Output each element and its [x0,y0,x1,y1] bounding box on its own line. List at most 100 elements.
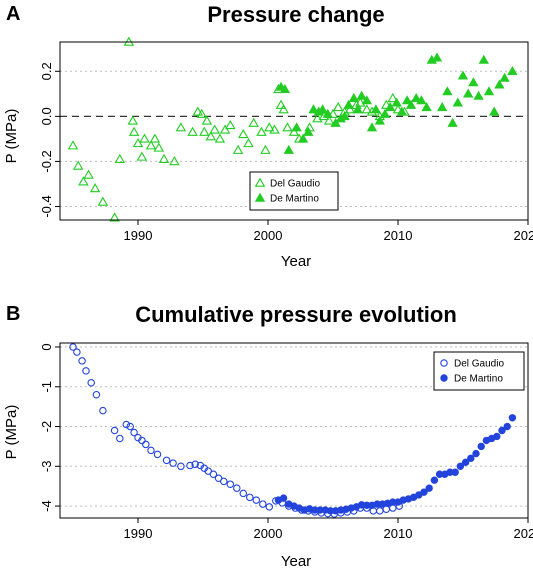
y-tick-label: -0.4 [39,195,54,217]
data-point-de-martino [370,104,382,114]
data-point-del-gaudio [116,434,124,443]
data-point-del-gaudio [138,436,146,445]
legend-label-de-martino: De Martino [270,194,319,205]
data-point-de-martino [483,86,495,96]
data-point-de-martino [468,77,479,87]
grid-a [60,70,528,207]
data-point-de-martino [451,468,459,476]
data-point-del-gaudio [209,470,218,478]
chart-title-b: Cumulative pressure evolution [135,302,457,327]
legend-label-de-martino: De Martino [454,374,503,385]
data-point-del-gaudio [389,504,397,512]
data-point-del-gaudio [162,456,171,465]
data-point-del-gaudio [114,153,126,163]
data-point-de-martino [291,122,302,132]
data-point-de-martino [366,122,378,132]
data-point-del-gaudio [233,484,241,492]
data-point-del-gaudio [92,390,101,399]
data-point-de-martino [507,65,518,76]
data-point-del-gaudio [282,122,293,132]
data-point-de-martino [339,111,350,121]
y-axis-b: 0 -1 -2 -3 -4 [39,343,60,512]
data-point-de-martino [456,462,465,470]
data-point-del-gaudio [214,474,223,482]
data-point-del-gaudio [199,126,210,136]
y-axis-a: -0.4 -0.2 0.0 0.2 [39,62,60,218]
data-point-de-martino [463,88,474,98]
data-point-del-gaudio [67,140,79,150]
data-point-del-gaudio [256,126,267,136]
x-axis-label-b: Year [281,553,311,570]
data-point-del-gaudio [288,126,300,136]
y-tick-label: -0.2 [39,150,54,172]
data-point-de-martino [498,426,506,435]
data-point-de-martino [478,54,489,64]
y-tick-label: -4 [39,500,54,512]
data-point-del-gaudio [147,446,155,455]
data-point-de-martino [330,117,341,127]
data-point-del-gaudio [275,99,287,109]
data-point-del-gaudio [327,108,339,118]
data-point-del-gaudio [219,124,231,134]
data-point-del-gaudio [87,379,95,387]
x-tick-label: 1990 [124,526,153,541]
data-point-de-martino [430,476,439,484]
data-point-de-martino [425,484,433,492]
data-point-del-gaudio [355,97,366,107]
data-point-de-martino [396,106,408,116]
data-point-del-gaudio [153,450,162,459]
data-point-del-gaudio [205,131,217,141]
legend-marker-de-martino [254,192,266,202]
data-point-de-martino [416,95,427,105]
data-point-del-gaudio [158,153,170,163]
y-tick-label: -3 [39,461,54,473]
data-point-del-gaudio [278,104,289,114]
data-point-del-gaudio [169,156,180,166]
y-tick-label: -2 [39,421,54,433]
data-point-del-gaudio [186,461,194,470]
data-point-del-gaudio [269,124,280,134]
legend-box [249,171,339,211]
data-point-del-gaudio [128,126,140,136]
data-point-de-martino [361,95,372,105]
data-point-del-gaudio [142,440,150,449]
data-point-de-martino [401,95,413,105]
data-point-del-gaudio [139,133,150,143]
data-point-del-gaudio [243,137,254,148]
x-tick-label: 2010 [384,228,413,243]
data-point-de-martino [352,104,363,114]
data-point-del-gaudio [82,367,90,375]
data-point-de-martino [317,104,328,114]
data-point-del-gaudio [78,176,89,186]
data-point-del-gaudio [332,101,344,112]
data-point-de-martino [437,102,448,112]
panel-b: B Cumulative pressure evolution 1990 2000… [3,302,533,570]
legend-box [433,351,525,391]
data-point-del-gaudio [127,115,139,125]
data-point-del-gaudio [192,106,204,116]
data-point-del-gaudio [232,144,244,154]
data-point-del-gaudio [73,348,81,356]
data-point-del-gaudio [204,467,212,475]
data-point-del-gaudio [387,92,399,103]
data-point-del-gaudio [238,128,249,139]
data-point-de-martino [442,86,453,96]
panel-letter-a: A [6,3,20,25]
data-point-de-martino [279,84,291,94]
legend-label-del-gaudio: Del Gaudio [454,359,504,370]
data-point-del-gaudio [265,503,274,511]
data-point-de-martino [343,99,354,109]
data-point-del-gaudio [175,122,187,132]
data-point-de-martino [348,93,359,103]
data-point-del-gaudio [126,422,134,431]
data-point-de-martino [322,108,333,118]
legend-marker-del-gaudio [440,359,448,367]
data-point-del-gaudio [132,137,144,148]
data-point-de-martino [452,97,463,107]
data-point-de-martino [473,90,484,100]
